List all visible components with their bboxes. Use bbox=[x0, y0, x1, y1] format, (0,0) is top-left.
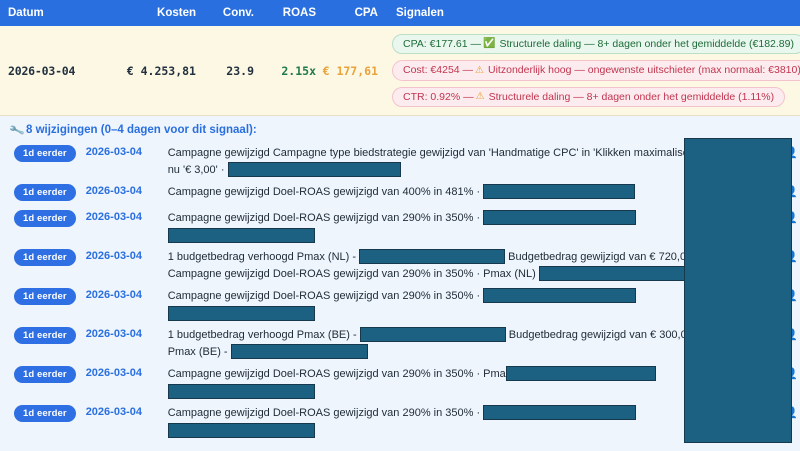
change-row[interactable]: 1d eerder 2026-03-04 1 budgetbedrag verhoo… bbox=[0, 246, 800, 285]
change-description: Campagne gewijzigd Doel-ROAS gewijzigd v… bbox=[160, 183, 782, 201]
change-date: 2026-03-04 bbox=[85, 367, 142, 379]
change-date: 2026-03-04 bbox=[85, 185, 142, 197]
table-header: Datum Kosten Conv. ROAS CPA Signalen bbox=[0, 0, 800, 26]
change-age-badge: 1d eerder bbox=[14, 327, 76, 344]
redacted-text-block bbox=[505, 365, 656, 381]
change-date: 2026-03-04 bbox=[85, 250, 142, 262]
warning-icon: ⚠ bbox=[475, 90, 485, 102]
cell-kosten: € 4.253,81 bbox=[126, 63, 196, 78]
change-row[interactable]: 1d eerder 2026-03-04 Campagne gewijzigd Ca… bbox=[0, 142, 800, 181]
change-description: 1 budgetbedrag verhoogd Pmax (NL) - Budg… bbox=[160, 248, 782, 283]
check-icon: ✅ bbox=[483, 38, 496, 50]
table-row: 2026-03-04 € 4.253,81 23.9 2.15x € 177,6… bbox=[0, 26, 800, 116]
change-description: Campagne gewijzigd Doel-ROAS gewijzigd v… bbox=[160, 404, 782, 439]
change-age-badge: 1d eerder bbox=[14, 145, 76, 162]
redacted-text-block bbox=[483, 183, 636, 199]
column-header-kosten[interactable]: Kosten bbox=[157, 7, 196, 19]
column-header-conv[interactable]: Conv. bbox=[222, 7, 254, 19]
signal-badge-2: CTR: 0.92% — ⚠ Structurele daling — 8+ da… bbox=[392, 86, 786, 107]
change-date: 2026-03-04 bbox=[85, 328, 142, 340]
change-age-badge: 1d eerder bbox=[14, 249, 76, 266]
redacted-text-block bbox=[167, 384, 315, 399]
redacted-text-block bbox=[167, 423, 315, 438]
column-header-roas[interactable]: ROAS bbox=[282, 7, 316, 19]
change-age-badge: 1d eerder bbox=[14, 210, 76, 227]
redacted-text-block bbox=[483, 209, 637, 225]
change-date: 2026-03-04 bbox=[85, 211, 142, 223]
change-description: Campagne gewijzigd Doel-ROAS gewijzigd v… bbox=[160, 365, 782, 400]
column-header-signalen[interactable]: Signalen bbox=[396, 7, 444, 19]
changes-title-label: 8 wijzigingen (0–4 dagen voor dit signaa… bbox=[26, 124, 257, 136]
change-age-badge: 1d eerder bbox=[14, 366, 76, 383]
change-age-badge: 1d eerder bbox=[14, 184, 76, 201]
change-row[interactable]: 1d eerder 2026-03-04 Campagne gewijzigd Do… bbox=[0, 402, 800, 441]
change-age-badge: 1d eerder bbox=[14, 405, 76, 422]
changes-title: 🔧 8 wijzigingen (0–4 dagen voor dit sign… bbox=[0, 122, 800, 142]
change-row[interactable]: 1d eerder 2026-03-04 Campagne gewijzigd Do… bbox=[0, 181, 800, 207]
cell-cpa: € 177,61 bbox=[322, 63, 378, 78]
change-row[interactable]: 1d eerder 2026-03-04 Campagne gewijzigd Do… bbox=[0, 285, 800, 324]
change-date: 2026-03-04 bbox=[85, 289, 142, 301]
column-header-datum[interactable]: Datum bbox=[8, 7, 44, 19]
redacted-text-block bbox=[167, 306, 315, 321]
signal-badge-list: CPA: €177.61 — ✅ Structurele daling — 8+ … bbox=[378, 30, 800, 111]
cell-datum: 2026-03-04 bbox=[8, 63, 76, 78]
signal-metric-label: Cost: €4254 — bbox=[403, 64, 474, 77]
signal-badge-0: CPA: €177.61 — ✅ Structurele daling — 8+ … bbox=[392, 34, 800, 55]
change-description: Campagne gewijzigd Doel-ROAS gewijzigd v… bbox=[160, 287, 782, 322]
redacted-text-block bbox=[359, 326, 506, 342]
change-description: Campagne gewijzigd Campagne type biedstr… bbox=[167, 147, 767, 177]
signal-metric-label: CTR: 0.92% — bbox=[403, 90, 474, 103]
signal-description: Structurele daling — 8+ dagen onder het … bbox=[499, 38, 794, 51]
change-date: 2026-03-04 bbox=[85, 146, 142, 158]
warning-icon: ⚠ bbox=[475, 64, 485, 76]
change-age-badge: 1d eerder bbox=[14, 288, 76, 305]
redacted-text-block bbox=[227, 161, 401, 177]
wrench-icon: 🔧 bbox=[8, 122, 26, 139]
change-row[interactable]: 1d eerder 2026-03-04 1 budgetbedrag verhoo… bbox=[0, 324, 800, 363]
change-row[interactable]: 1d eerder 2026-03-04 Campagne gewijzigd Do… bbox=[0, 207, 800, 246]
redacted-text-block bbox=[483, 287, 637, 303]
signal-metric-label: CPA: €177.61 — bbox=[403, 38, 482, 51]
cell-conv: 23.9 bbox=[226, 63, 254, 78]
signal-description: Uitzonderlijk hoog — ongewenste uitschie… bbox=[488, 64, 800, 77]
cell-roas: 2.15x bbox=[281, 63, 316, 78]
redacted-text-block bbox=[538, 265, 685, 281]
column-header-cpa[interactable]: CPA bbox=[354, 7, 378, 19]
changes-list: 1d eerder 2026-03-04 Campagne gewijzigd Ca… bbox=[0, 142, 800, 441]
redacted-text-block bbox=[230, 343, 368, 359]
signal-badge-1: Cost: €4254 — ⚠ Uitzonderlijk hoog — onge… bbox=[392, 60, 800, 81]
redacted-text-block bbox=[167, 228, 315, 243]
redacted-panel bbox=[684, 138, 792, 443]
changes-section: 🔧 8 wijzigingen (0–4 dagen voor dit sign… bbox=[0, 116, 800, 441]
signal-description: Structurele daling — 8+ dagen onder het … bbox=[488, 90, 775, 103]
change-row[interactable]: 1d eerder 2026-03-04 Campagne gewijzigd Do… bbox=[0, 363, 800, 402]
redacted-text-block bbox=[483, 404, 637, 420]
redacted-text-block bbox=[359, 248, 506, 264]
metrics-group: 2026-03-04 € 4.253,81 23.9 2.15x € 177,6… bbox=[8, 30, 378, 111]
change-description: Campagne gewijzigd Doel-ROAS gewijzigd v… bbox=[160, 209, 782, 244]
change-date: 2026-03-04 bbox=[85, 406, 142, 418]
